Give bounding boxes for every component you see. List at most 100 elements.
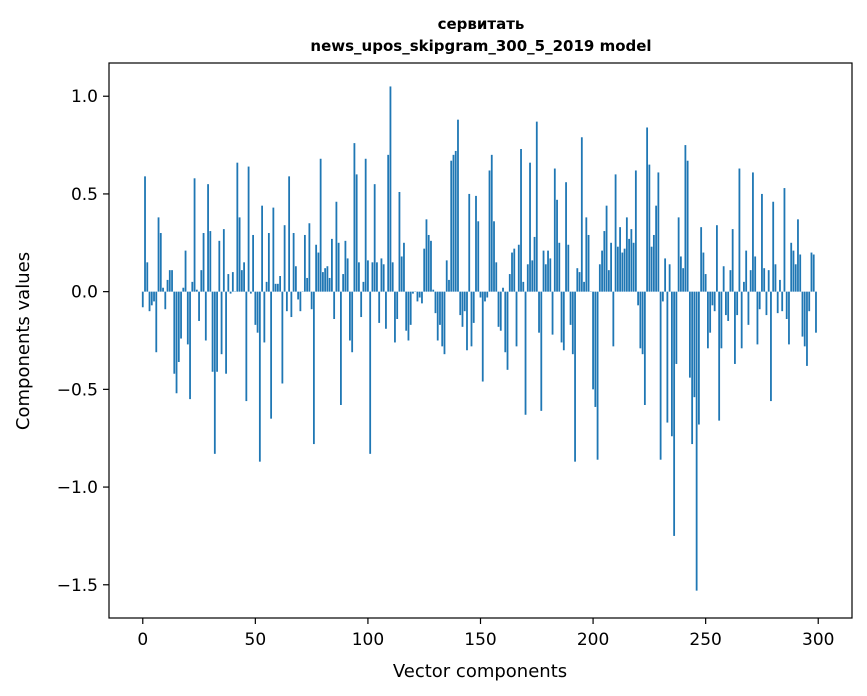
bar-164 [511, 252, 513, 292]
bar-251 [707, 291, 709, 349]
bar-67 [292, 233, 295, 292]
bar-205 [603, 231, 606, 292]
bar-175 [535, 121, 538, 292]
bar-46 [245, 291, 248, 402]
bar-167 [517, 244, 520, 292]
bar-93 [351, 291, 354, 353]
bar-233 [666, 291, 669, 423]
bar-215 [625, 217, 628, 292]
bar-260 [727, 291, 730, 321]
bar-79 [319, 158, 322, 292]
bar-18 [182, 287, 185, 292]
bar-272 [754, 256, 757, 292]
x-tick-label: 0 [137, 630, 148, 650]
bar-53 [261, 205, 263, 292]
bar-257 [720, 291, 723, 349]
bar-106 [380, 258, 383, 292]
bar-240 [682, 268, 685, 292]
bar-62 [281, 291, 284, 384]
bar-19 [184, 250, 187, 292]
bar-204 [601, 250, 603, 292]
bar-123 [418, 291, 421, 298]
bar-188 [565, 182, 567, 292]
bar-186 [560, 291, 563, 343]
bar-90 [344, 240, 347, 292]
bar-208 [610, 242, 612, 292]
bar-10 [164, 291, 167, 310]
bar-291 [797, 219, 799, 292]
bar-111 [391, 262, 394, 292]
bar-178 [542, 250, 545, 292]
bar-4 [150, 291, 153, 306]
bar-200 [592, 291, 594, 390]
bar-239 [679, 256, 682, 292]
bar-48 [249, 291, 252, 294]
bar-223 [643, 291, 646, 405]
bar-35 [220, 291, 223, 355]
bar-125 [423, 248, 426, 292]
bar-209 [612, 291, 615, 347]
bar-33 [216, 291, 218, 372]
bar-124 [421, 291, 423, 304]
bar-170 [524, 291, 527, 415]
y-tick-label: −1.0 [57, 478, 98, 498]
bar-13 [171, 270, 173, 292]
bar-216 [628, 238, 630, 292]
bar-159 [499, 291, 502, 331]
bar-77 [315, 244, 318, 292]
bar-190 [569, 291, 572, 325]
bar-34 [218, 240, 221, 292]
bar-95 [355, 174, 358, 292]
bar-201 [594, 291, 597, 407]
bar-23 [193, 178, 196, 292]
bar-107 [382, 264, 385, 292]
bar-184 [556, 199, 558, 292]
bar-270 [749, 270, 752, 292]
bar-112 [394, 291, 396, 343]
bar-117 [405, 291, 408, 331]
bar-128 [430, 240, 432, 292]
bar-234 [668, 264, 671, 292]
bar-248 [700, 227, 703, 292]
bar-52 [258, 291, 261, 462]
bar-176 [538, 291, 540, 333]
bar-38 [227, 274, 230, 292]
bar-299 [815, 291, 817, 333]
bar-58 [272, 207, 275, 292]
bar-157 [495, 262, 498, 292]
bar-210 [614, 174, 617, 292]
bar-50 [254, 291, 257, 325]
bar-25 [198, 291, 200, 321]
bar-298 [812, 254, 815, 292]
bar-196 [583, 281, 585, 292]
bar-247 [698, 291, 700, 425]
bar-110 [389, 86, 392, 292]
bar-74 [308, 223, 311, 292]
bar-131 [436, 291, 439, 341]
bar-179 [544, 264, 547, 292]
bar-187 [562, 291, 565, 351]
bar-119 [409, 291, 412, 325]
bar-133 [441, 291, 444, 347]
bar-213 [621, 252, 624, 292]
bar-145 [468, 193, 471, 292]
bar-282 [776, 291, 779, 314]
bar-265 [738, 168, 741, 292]
bar-150 [479, 291, 482, 298]
y-axis-label: Components values [13, 252, 34, 430]
bar-105 [378, 291, 381, 323]
bar-174 [533, 236, 536, 292]
bar-108 [385, 291, 387, 329]
bar-295 [806, 291, 808, 366]
bar-59 [274, 283, 277, 292]
bar-144 [466, 291, 468, 351]
bar-236 [673, 291, 676, 536]
bar-85 [333, 291, 336, 319]
bar-191 [571, 291, 574, 355]
bar-66 [290, 291, 293, 318]
bar-44 [240, 270, 243, 292]
x-tick-label: 50 [245, 630, 267, 650]
bar-82 [326, 266, 329, 292]
bar-283 [779, 279, 781, 292]
